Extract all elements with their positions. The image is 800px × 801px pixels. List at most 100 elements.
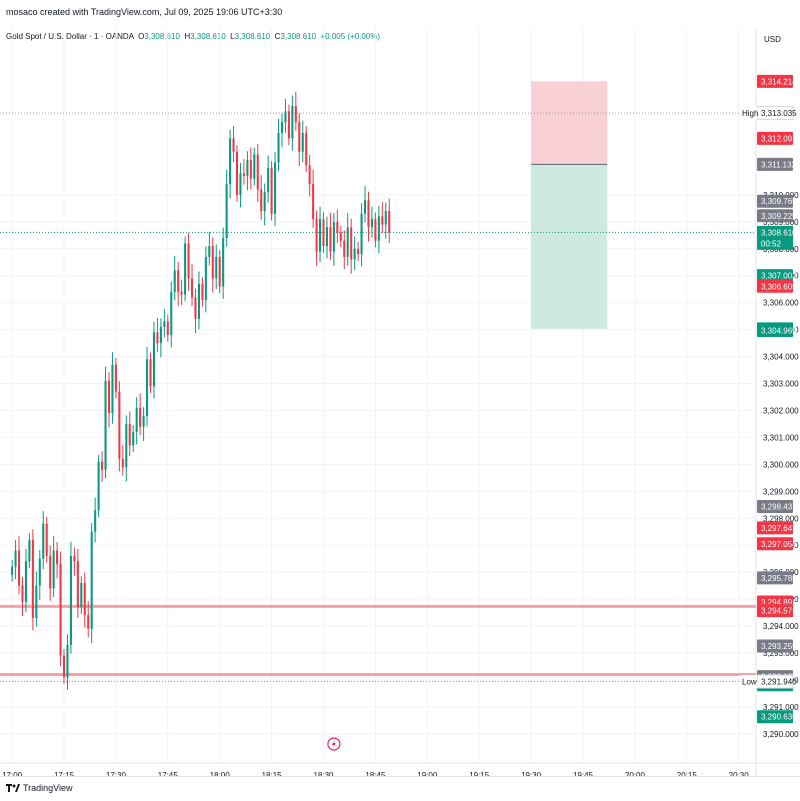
- candle[interactable]: [49, 555, 52, 589]
- candle[interactable]: [229, 138, 232, 185]
- candle[interactable]: [367, 200, 370, 228]
- candle[interactable]: [21, 585, 24, 602]
- candle[interactable]: [246, 159, 249, 177]
- candle[interactable]: [90, 531, 93, 629]
- candle[interactable]: [62, 655, 66, 678]
- candle[interactable]: [329, 227, 332, 252]
- candle[interactable]: [177, 270, 180, 292]
- candle[interactable]: [121, 458, 124, 468]
- candle[interactable]: [59, 564, 62, 656]
- candle[interactable]: [76, 561, 79, 608]
- candle[interactable]: [111, 364, 114, 414]
- candle[interactable]: [149, 359, 152, 387]
- candle[interactable]: [291, 105, 294, 139]
- candle[interactable]: [128, 423, 131, 446]
- candle[interactable]: [363, 200, 367, 214]
- candle[interactable]: [38, 558, 41, 586]
- candle[interactable]: [125, 423, 128, 468]
- candle[interactable]: [204, 256, 207, 300]
- candle[interactable]: [280, 122, 284, 133]
- candle[interactable]: [190, 278, 194, 298]
- candle[interactable]: [107, 380, 111, 414]
- candle[interactable]: [270, 167, 273, 214]
- candle[interactable]: [114, 364, 117, 392]
- candle[interactable]: [97, 461, 100, 511]
- candle[interactable]: [242, 173, 245, 177]
- candle[interactable]: [388, 211, 391, 233]
- candle[interactable]: [298, 122, 301, 152]
- candle[interactable]: [146, 359, 149, 416]
- candle[interactable]: [374, 219, 377, 241]
- candle[interactable]: [180, 291, 183, 295]
- candle[interactable]: [42, 523, 45, 559]
- symbol-legend[interactable]: Gold Spot / U.S. Dollar · 1 · OANDA O3,3…: [6, 32, 380, 41]
- candle[interactable]: [232, 138, 235, 152]
- stop-loss-zone[interactable]: [531, 81, 608, 165]
- candle[interactable]: [294, 105, 297, 123]
- candle[interactable]: [35, 585, 38, 618]
- candle[interactable]: [353, 248, 356, 260]
- candle[interactable]: [118, 391, 121, 459]
- candle[interactable]: [377, 216, 380, 241]
- candle[interactable]: [322, 219, 325, 247]
- candle[interactable]: [384, 211, 387, 225]
- candle[interactable]: [336, 221, 339, 233]
- candle[interactable]: [277, 132, 280, 163]
- candle[interactable]: [332, 221, 335, 252]
- candle[interactable]: [184, 243, 187, 295]
- candle[interactable]: [194, 297, 197, 319]
- candle[interactable]: [45, 523, 48, 556]
- candle[interactable]: [308, 165, 311, 185]
- candle[interactable]: [350, 227, 353, 260]
- candle[interactable]: [142, 415, 145, 427]
- candle[interactable]: [187, 243, 190, 279]
- candle[interactable]: [69, 555, 72, 645]
- candle[interactable]: [274, 162, 277, 214]
- candle[interactable]: [211, 246, 214, 279]
- candle[interactable]: [52, 550, 55, 589]
- candle[interactable]: [260, 189, 263, 212]
- candle[interactable]: [156, 332, 159, 344]
- tradingview-logo[interactable]: TradingView: [6, 783, 73, 793]
- candle[interactable]: [24, 561, 27, 602]
- candle[interactable]: [253, 154, 256, 179]
- candle[interactable]: [132, 432, 135, 446]
- candle[interactable]: [56, 550, 59, 565]
- candle[interactable]: [87, 615, 90, 629]
- candle[interactable]: [80, 582, 83, 608]
- price-chart[interactable]: 3,290.0003,291.0003,292.0003,293.0003,29…: [0, 28, 800, 776]
- candle[interactable]: [94, 510, 97, 532]
- candle[interactable]: [159, 326, 162, 344]
- candle[interactable]: [301, 132, 304, 152]
- candle[interactable]: [11, 566, 14, 575]
- candle[interactable]: [263, 192, 266, 212]
- candle[interactable]: [346, 227, 349, 257]
- candle[interactable]: [312, 184, 315, 220]
- candle[interactable]: [370, 219, 373, 228]
- candle[interactable]: [357, 248, 360, 255]
- candle[interactable]: [287, 111, 290, 139]
- candle[interactable]: [201, 283, 204, 300]
- candle[interactable]: [14, 550, 17, 567]
- candle[interactable]: [197, 283, 200, 319]
- candle[interactable]: [139, 407, 142, 427]
- candle[interactable]: [325, 227, 329, 247]
- candle[interactable]: [166, 321, 169, 336]
- candle[interactable]: [66, 644, 69, 678]
- candle[interactable]: [163, 321, 166, 327]
- candle[interactable]: [152, 332, 156, 387]
- candle[interactable]: [319, 219, 322, 252]
- candle[interactable]: [343, 240, 346, 257]
- candle[interactable]: [239, 173, 242, 195]
- candle[interactable]: [235, 151, 239, 195]
- candle[interactable]: [17, 550, 21, 586]
- candle[interactable]: [249, 159, 252, 179]
- candle[interactable]: [284, 111, 287, 123]
- candle[interactable]: [339, 232, 342, 241]
- candle[interactable]: [104, 380, 107, 470]
- candle[interactable]: [215, 256, 218, 279]
- take-profit-zone[interactable]: [531, 164, 608, 329]
- candle[interactable]: [218, 256, 221, 287]
- candle[interactable]: [135, 407, 138, 433]
- candle[interactable]: [208, 246, 211, 257]
